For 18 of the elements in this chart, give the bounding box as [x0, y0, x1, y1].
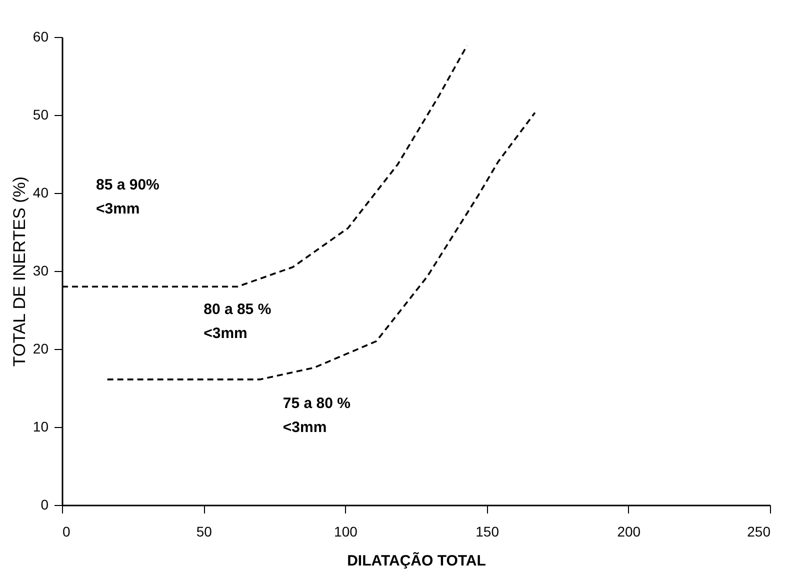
y-tick-label: 40 — [32, 184, 49, 200]
x-tick-label: 50 — [196, 524, 212, 540]
y-tick-label: 0 — [40, 496, 49, 512]
x-tick-label: 200 — [617, 524, 641, 540]
annotation: 75 a 80 % <3mm — [282, 394, 350, 436]
x-tick-label: 100 — [334, 524, 358, 540]
annotation: 85 a 90% <3mm — [96, 176, 160, 218]
x-axis-title: DILATAÇÃO TOTAL — [347, 552, 486, 570]
x-tick-label: 250 — [747, 524, 771, 540]
y-tick-label: 50 — [32, 106, 49, 122]
y-axis-title: TOTAL DE INERTES (%) — [10, 176, 29, 367]
x-tick-label: 150 — [476, 524, 500, 540]
y-tick-label: 20 — [32, 340, 49, 356]
y-tick-label: 60 — [32, 28, 49, 44]
y-tick-label: 30 — [32, 262, 49, 278]
annotation: 80 a 85 % <3mm — [204, 301, 272, 342]
y-tick-label: 10 — [32, 418, 49, 434]
x-tick-label: 0 — [62, 524, 70, 540]
